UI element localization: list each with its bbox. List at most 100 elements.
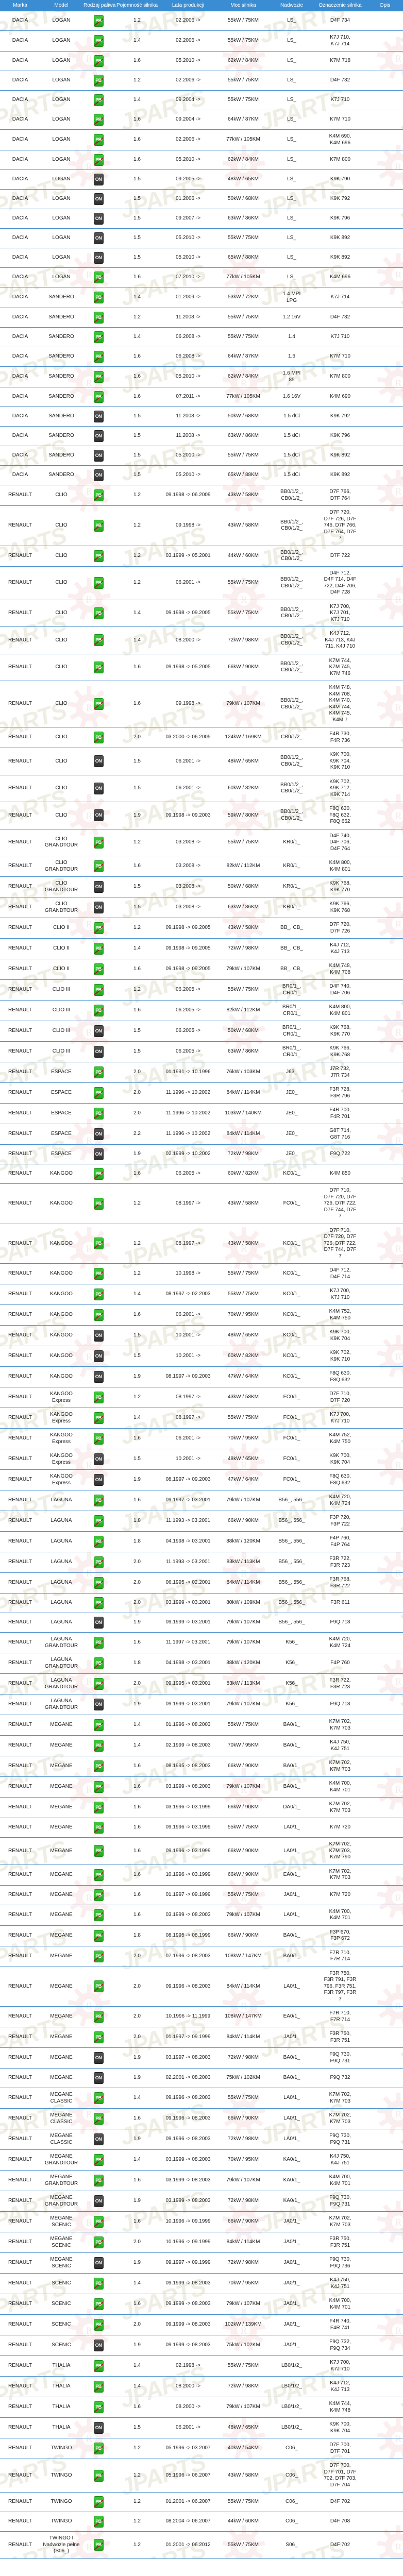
table-row[interactable]: RENAULT CLIO II PB 1.4 09.1998 -> 09.2005 72k… (0, 938, 403, 959)
table-row[interactable]: DACIA LOGAN PB 1.6 05.2010 -> 62kW / 84KM LS_ K… (0, 150, 403, 170)
table-row[interactable]: RENAULT KANGOO PB 1.6 06.2005 -> 60kW / 82KM K… (0, 1164, 403, 1184)
table-row[interactable]: RENAULT MEGANE PB 2.0 09.1996 -> 08.2003 84kW… (0, 1966, 403, 2007)
table-row[interactable]: DACIA LOGAN ON 1.5 09.2005 -> 48kW / 65KM LS_ K… (0, 170, 403, 190)
table-row[interactable]: RENAULT THALIA PB 1.4 02.1998 -> 55kW / 75KM L… (0, 2355, 403, 2377)
table-row[interactable]: RENAULT THALIA ON 1.5 06.2001 -> 48kW / 65KM L… (0, 2417, 403, 2438)
table-row[interactable]: DACIA SANDERO PB 1.4 06.2008 -> 55kW / 75KM 1.… (0, 327, 403, 347)
table-row[interactable]: DACIA LOGAN PB 1.6 05.2010 -> 62kW / 84KM LS_ K… (0, 51, 403, 71)
table-row[interactable]: RENAULT CLIO II PB 1.2 09.1998 -> 09.2005 43k… (0, 918, 403, 939)
table-row[interactable]: DACIA LOGAN PB 1.2 02.2006 -> 55kW / 75KM LS_ D… (0, 71, 403, 91)
table-row[interactable]: RENAULT CLIO PB 1.2 09.1998 -> 06.2009 43kW /… (0, 485, 403, 506)
table-row[interactable]: RENAULT CLIO PB 1.2 06.2001 -> 55kW / 75KM BB0… (0, 566, 403, 600)
table-row[interactable]: RENAULT CLIO ON 1.5 06.2001 -> 48kW / 65KM BB0… (0, 748, 403, 775)
column-header-marka[interactable]: Marka (0, 0, 40, 11)
table-row[interactable]: RENAULT KANGOO PB 1.2 10.1998 -> 55kW / 75KM K… (0, 1263, 403, 1284)
table-row[interactable]: RENAULT MEGANE PB 1.8 08.1995 -> 08.1999 66kW… (0, 1925, 403, 1946)
table-row[interactable]: RENAULT MEGANE PB 2.0 10.1996 -> 11.1999 108k… (0, 2006, 403, 2027)
table-row[interactable]: DACIA LOGAN PB 1.4 02.2006 -> 55kW / 75KM LS_ K… (0, 30, 403, 52)
table-row[interactable]: RENAULT TWINGO I Nadwozie pełne (S06_) PB 1… (0, 2531, 403, 2559)
table-row[interactable]: RENAULT CLIO III PB 1.6 06.2005 -> 82kW / 112… (0, 1000, 403, 1021)
table-row[interactable]: RENAULT SCENIC ON 1.9 09.1999 -> 08.2003 75kW… (0, 2335, 403, 2356)
table-row[interactable]: RENAULT LAGUNA PB 2.0 06.1995 -> 02.2001 84kW… (0, 1572, 403, 1594)
table-row[interactable]: RENAULT MEGANE CLASSIC PB 1.6 09.1996 -> 08.… (0, 2108, 403, 2129)
table-row[interactable]: RENAULT KANGOO Express PB 1.6 06.2001 -> 70kW… (0, 1428, 403, 1449)
table-row[interactable]: RENAULT KANGOO ON 1.5 10.2001 -> 48kW / 65KM K… (0, 1325, 403, 1346)
table-row[interactable]: RENAULT SCENIC PB 2.0 09.1999 -> 08.2003 102k… (0, 2314, 403, 2335)
table-row[interactable]: RENAULT CLIO GRANDTOUR PB 1.2 03.2008 -> 55kW… (0, 828, 403, 856)
table-row[interactable]: RENAULT MEGANE PB 2.0 01.1997 -> 09.1999 84kW… (0, 2027, 403, 2048)
table-row[interactable]: RENAULT MEGANE PB 2.0 07.1996 -> 08.2003 108k… (0, 1945, 403, 1967)
table-row[interactable]: RENAULT MEGANE PB 1.4 01.1996 -> 08.2003 55kW… (0, 1715, 403, 1736)
table-row[interactable]: DACIA SANDERO PB 1.6 06.2008 -> 64kW / 87KM 1.… (0, 347, 403, 367)
table-row[interactable]: RENAULT MEGANE PB 1.6 03.1999 -> 08.2003 79kW… (0, 1904, 403, 1926)
table-row[interactable]: RENAULT MEGANE PB 1.6 10.1996 -> 03.1999 66kW… (0, 1864, 403, 1886)
table-row[interactable]: DACIA SANDERO ON 1.5 05.2010 -> 65kW / 88KM 1.… (0, 465, 403, 485)
table-row[interactable]: RENAULT LAGUNA GRANDTOUR PB 1.8 04.1998 -> 0… (0, 1653, 403, 1674)
table-row[interactable]: RENAULT CLIO PB 1.2 03.1999 -> 05.2001 44kW /… (0, 545, 403, 567)
table-row[interactable]: RENAULT LAGUNA PB 1.8 11.1993 -> 03.2001 66kW… (0, 1511, 403, 1532)
table-row[interactable]: DACIA SANDERO PB 1.4 01.2009 -> 53kW / 72KM 1.… (0, 287, 403, 308)
table-row[interactable]: RENAULT MEGANE GRANDTOUR ON 1.9 03.1999 -> 0… (0, 2191, 403, 2212)
table-row[interactable]: RENAULT CLIO III ON 1.5 06.2005 -> 50kW / 68K… (0, 1021, 403, 1042)
table-row[interactable]: RENAULT CLIO PB 1.6 09.1998 -> 05.2005 66kW /… (0, 653, 403, 681)
column-header-opis[interactable]: Opis (367, 0, 403, 11)
table-row[interactable]: RENAULT LAGUNA ON 1.9 09.1999 -> 03.2001 79kW… (0, 1613, 403, 1633)
table-row[interactable]: RENAULT CLIO III PB 1.2 06.2005 -> 55kW / 75K… (0, 979, 403, 1001)
table-row[interactable]: DACIA LOGAN ON 1.5 05.2010 -> 55kW / 75KM LS_ K… (0, 228, 403, 248)
table-row[interactable]: DACIA LOGAN PB 1.2 02.2006 -> 55kW / 75KM LS_ D… (0, 11, 403, 31)
table-row[interactable]: RENAULT ESPACE PB 2.0 01.1991 -> 10.1996 76kW… (0, 1062, 403, 1083)
table-row[interactable]: RENAULT KANGOO Express PB 1.2 08.1997 -> 43kW… (0, 1387, 403, 1408)
table-row[interactable]: RENAULT MEGANE PB 1.6 09.1996 -> 03.1999 55kW… (0, 1818, 403, 1838)
table-row[interactable]: RENAULT CLIO III ON 1.5 06.2005 -> 63kW / 86K… (0, 1041, 403, 1062)
table-row[interactable]: RENAULT MEGANE PB 1.6 01.1997 -> 09.1999 55kW… (0, 1885, 403, 1905)
table-row[interactable]: DACIA SANDERO PB 1.6 07.2011 -> 77kW / 105KM 1… (0, 387, 403, 407)
table-row[interactable]: RENAULT MEGANE GRANDTOUR PB 1.4 03.1999 -> 0… (0, 2149, 403, 2171)
table-row[interactable]: RENAULT MEGANE CLASSIC PB 1.4 09.1996 -> 08.… (0, 2088, 403, 2109)
table-row[interactable]: RENAULT CLIO PB 1.4 09.1998 -> 09.2005 55kW /… (0, 599, 403, 627)
column-header-pojemnosc[interactable]: Pojemność silnika (114, 0, 160, 11)
table-row[interactable]: RENAULT SCENIC PB 1.6 09.1999 -> 08.2003 79kW… (0, 2294, 403, 2315)
table-row[interactable]: RENAULT MEGANE SCENIC ON 1.9 09.1997 -> 09.1… (0, 2252, 403, 2274)
table-row[interactable]: RENAULT LAGUNA GRANDTOUR PB 1.6 11.1997 -> 0… (0, 1632, 403, 1653)
table-row[interactable]: RENAULT MEGANE CLASSIC ON 1.9 09.1996 -> 08.… (0, 2129, 403, 2150)
table-row[interactable]: DACIA LOGAN PB 1.6 09.2004 -> 64kW / 87KM LS_ K… (0, 110, 403, 130)
table-row[interactable]: RENAULT MEGANE PB 1.6 03.1996 -> 03.1999 66kW… (0, 1797, 403, 1818)
table-row[interactable]: RENAULT KANGOO PB 1.4 08.1997 -> 02.2003 55kW… (0, 1284, 403, 1305)
table-row[interactable]: RENAULT CLIO ON 1.9 09.1998 -> 09.2003 59kW /… (0, 802, 403, 829)
table-row[interactable]: RENAULT MEGANE ON 1.9 02.2001 -> 08.2003 75kW… (0, 2068, 403, 2088)
table-row[interactable]: DACIA LOGAN PB 1.6 02.2006 -> 77kW / 105KM LS_… (0, 129, 403, 150)
table-row[interactable]: RENAULT KANGOO PB 1.2 08.1997 -> 43kW / 58KM K… (0, 1223, 403, 1264)
table-row[interactable]: RENAULT TWINGO PB 1.2 05.1996 -> 06.2007 43kW… (0, 2459, 403, 2493)
table-row[interactable]: RENAULT MEGANE PB 1.6 08.1995 -> 08.2003 66kW… (0, 1756, 403, 1777)
table-row[interactable]: RENAULT CLIO GRANDTOUR ON 1.5 03.2008 -> 50kW… (0, 876, 403, 897)
table-row[interactable]: RENAULT CLIO PB 1.6 09.1998 -> 79kW / 107KM BB… (0, 681, 403, 727)
table-row[interactable]: RENAULT KANGOO Express ON 1.5 10.2001 -> 48kW… (0, 1449, 403, 1470)
table-row[interactable]: RENAULT THALIA PB 1.4 08.2000 -> 72kW / 98KM L… (0, 2376, 403, 2397)
table-row[interactable]: DACIA LOGAN ON 1.5 01.2006 -> 50kW / 68KM LS_ K… (0, 189, 403, 209)
table-row[interactable]: RENAULT MEGANE PB 1.6 03.1999 -> 08.2003 79kW… (0, 1776, 403, 1798)
table-row[interactable]: RENAULT CLIO PB 2.0 03.2000 -> 06.2005 124kW … (0, 727, 403, 748)
column-header-oznaczenie[interactable]: Oznaczenie silnika (313, 0, 367, 11)
table-row[interactable]: RENAULT MEGANE SCENIC PB 1.6 10.1996 -> 09.1… (0, 2211, 403, 2232)
table-row[interactable]: RENAULT CLIO ON 1.5 06.2001 -> 60kW / 82KM BB0… (0, 774, 403, 802)
table-row[interactable]: RENAULT LAGUNA GRANDTOUR PB 2.0 09.1995 -> 0… (0, 1673, 403, 1694)
table-row[interactable]: RENAULT TWINGO PB 1.2 05.1996 -> 03.2007 40kW… (0, 2438, 403, 2459)
table-row[interactable]: RENAULT ESPACE PB 2.0 11.1996 -> 10.2002 84kW… (0, 1082, 403, 1104)
table-row[interactable]: RENAULT LAGUNA PB 1.6 09.1997 -> 03.2001 79kW… (0, 1490, 403, 1511)
table-row[interactable]: RENAULT MEGANE ON 1.9 03.1997 -> 08.2003 72kW… (0, 2047, 403, 2069)
table-row[interactable]: RENAULT CLIO PB 1.4 08.2000 -> 72kW / 98KM BB0… (0, 626, 403, 654)
table-row[interactable]: RENAULT MEGANE GRANDTOUR PB 1.6 03.1999 -> 0… (0, 2170, 403, 2191)
table-row[interactable]: RENAULT MEGANE PB 1.4 02.1999 -> 08.2003 70kW… (0, 1735, 403, 1756)
table-row[interactable]: RENAULT LAGUNA PB 2.0 11.1993 -> 03.2001 83kW… (0, 1552, 403, 1573)
table-row[interactable]: RENAULT THALIA PB 1.6 08.2000 -> 79kW / 107KM… (0, 2397, 403, 2418)
table-row[interactable]: DACIA LOGAN PB 1.6 07.2010 -> 77kW / 105KM LS_… (0, 267, 403, 287)
table-row[interactable]: DACIA SANDERO PB 1.6 05.2010 -> 62kW / 84KM 1.… (0, 366, 403, 387)
table-row[interactable]: RENAULT CLIO PB 1.2 09.1998 -> 43kW / 58KM BB0… (0, 505, 403, 546)
column-header-model[interactable]: Model (40, 0, 82, 11)
table-row[interactable]: RENAULT KANGOO ON 1.5 10.2001 -> 60kW / 82KM K… (0, 1346, 403, 1367)
table-row[interactable]: RENAULT TWINGO PB 1.2 01.2001 -> 06.2007 55kW… (0, 2492, 403, 2512)
table-row[interactable]: RENAULT LAGUNA PB 2.0 03.1999 -> 03.2001 80kW… (0, 1593, 403, 1613)
table-row[interactable]: DACIA SANDERO PB 1.2 11.2008 -> 55kW / 75KM 1.… (0, 308, 403, 328)
table-row[interactable]: RENAULT LAGUNA GRANDTOUR ON 1.9 09.1999 -> 0… (0, 1694, 403, 1715)
table-row[interactable]: RENAULT MEGANE SCENIC PB 2.0 10.1996 -> 09.1… (0, 2232, 403, 2253)
